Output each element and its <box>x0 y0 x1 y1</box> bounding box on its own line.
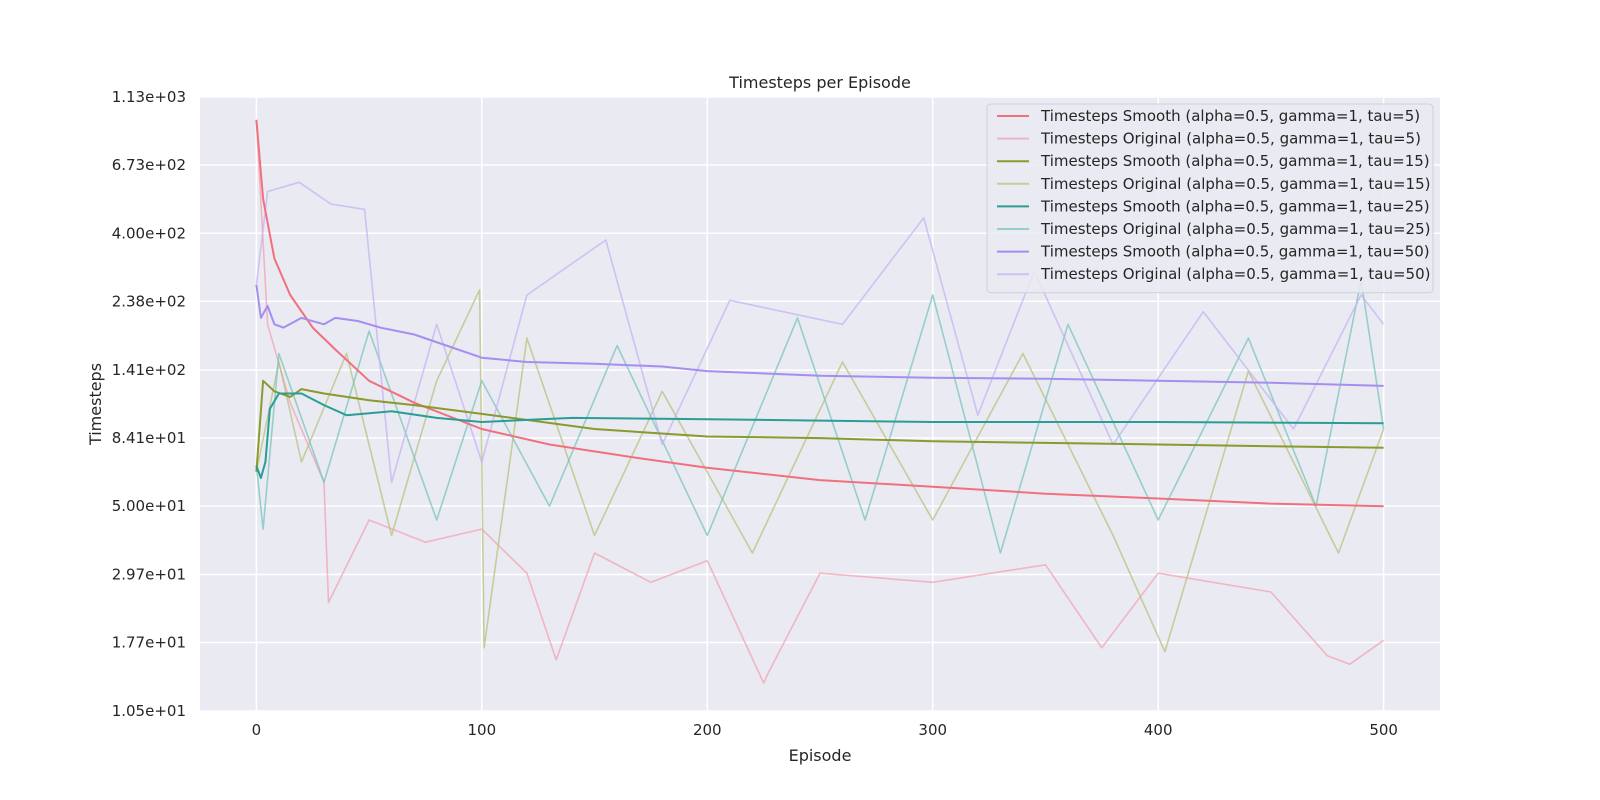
x-tick-label: 400 <box>1144 721 1173 739</box>
y-tick-label: 8.41e+01 <box>112 429 186 447</box>
x-tick-label: 100 <box>467 721 496 739</box>
x-axis-ticks: 0 100 200 300 400 500 <box>252 721 1398 739</box>
legend-entry: Timesteps Smooth (alpha=0.5, gamma=1, ta… <box>1040 107 1420 125</box>
series-line-6 <box>255 279 1385 554</box>
x-tick-label: 200 <box>693 721 722 739</box>
legend-entry: Timesteps Original (alpha=0.5, gamma=1, … <box>1040 130 1421 148</box>
y-tick-label: 1.77e+01 <box>112 633 186 651</box>
y-tick-label: 2.97e+01 <box>112 566 186 584</box>
series-line-7 <box>255 284 1384 387</box>
series-layer <box>255 119 1385 684</box>
series-line-1 <box>255 119 1384 508</box>
y-tick-label: 6.73e+02 <box>112 156 186 174</box>
y-tick-label: 4.00e+02 <box>112 224 186 242</box>
series-line-5 <box>255 392 1384 479</box>
y-tick-label: 1.13e+03 <box>112 88 186 106</box>
y-tick-label: 1.05e+01 <box>112 702 186 720</box>
series-line-3 <box>255 379 1384 472</box>
series-line-8 <box>255 181 1385 484</box>
y-axis-ticks: 1.05e+01 1.77e+01 2.97e+01 5.00e+01 8.41e+01… <box>112 88 186 720</box>
y-tick-label: 1.41e+02 <box>112 361 186 379</box>
legend-entry: Timesteps Original (alpha=0.5, gamma=1, … <box>1040 175 1430 193</box>
x-tick-label: 500 <box>1369 721 1398 739</box>
x-axis-label: Episode <box>789 746 852 765</box>
legend: Timesteps Smooth (alpha=0.5, gamma=1, ta… <box>986 103 1434 294</box>
legend-entry: Timesteps Smooth (alpha=0.5, gamma=1, ta… <box>1040 197 1430 215</box>
y-tick-label: 5.00e+01 <box>112 497 186 515</box>
legend-entry: Timesteps Smooth (alpha=0.5, gamma=1, ta… <box>1040 243 1430 261</box>
legend-entry: Timesteps Original (alpha=0.5, gamma=1, … <box>1040 265 1430 283</box>
legend-entry: Timesteps Smooth (alpha=0.5, gamma=1, ta… <box>1040 152 1430 170</box>
legend-box <box>986 103 1434 294</box>
y-tick-label: 2.38e+02 <box>112 292 186 310</box>
x-tick-label: 0 <box>252 721 262 739</box>
series-line-2 <box>255 119 1385 684</box>
y-axis-label: Timesteps <box>86 363 105 446</box>
chart-title: Timesteps per Episode <box>728 73 911 92</box>
x-tick-label: 300 <box>918 721 947 739</box>
legend-entry: Timesteps Original (alpha=0.5, gamma=1, … <box>1040 220 1430 238</box>
